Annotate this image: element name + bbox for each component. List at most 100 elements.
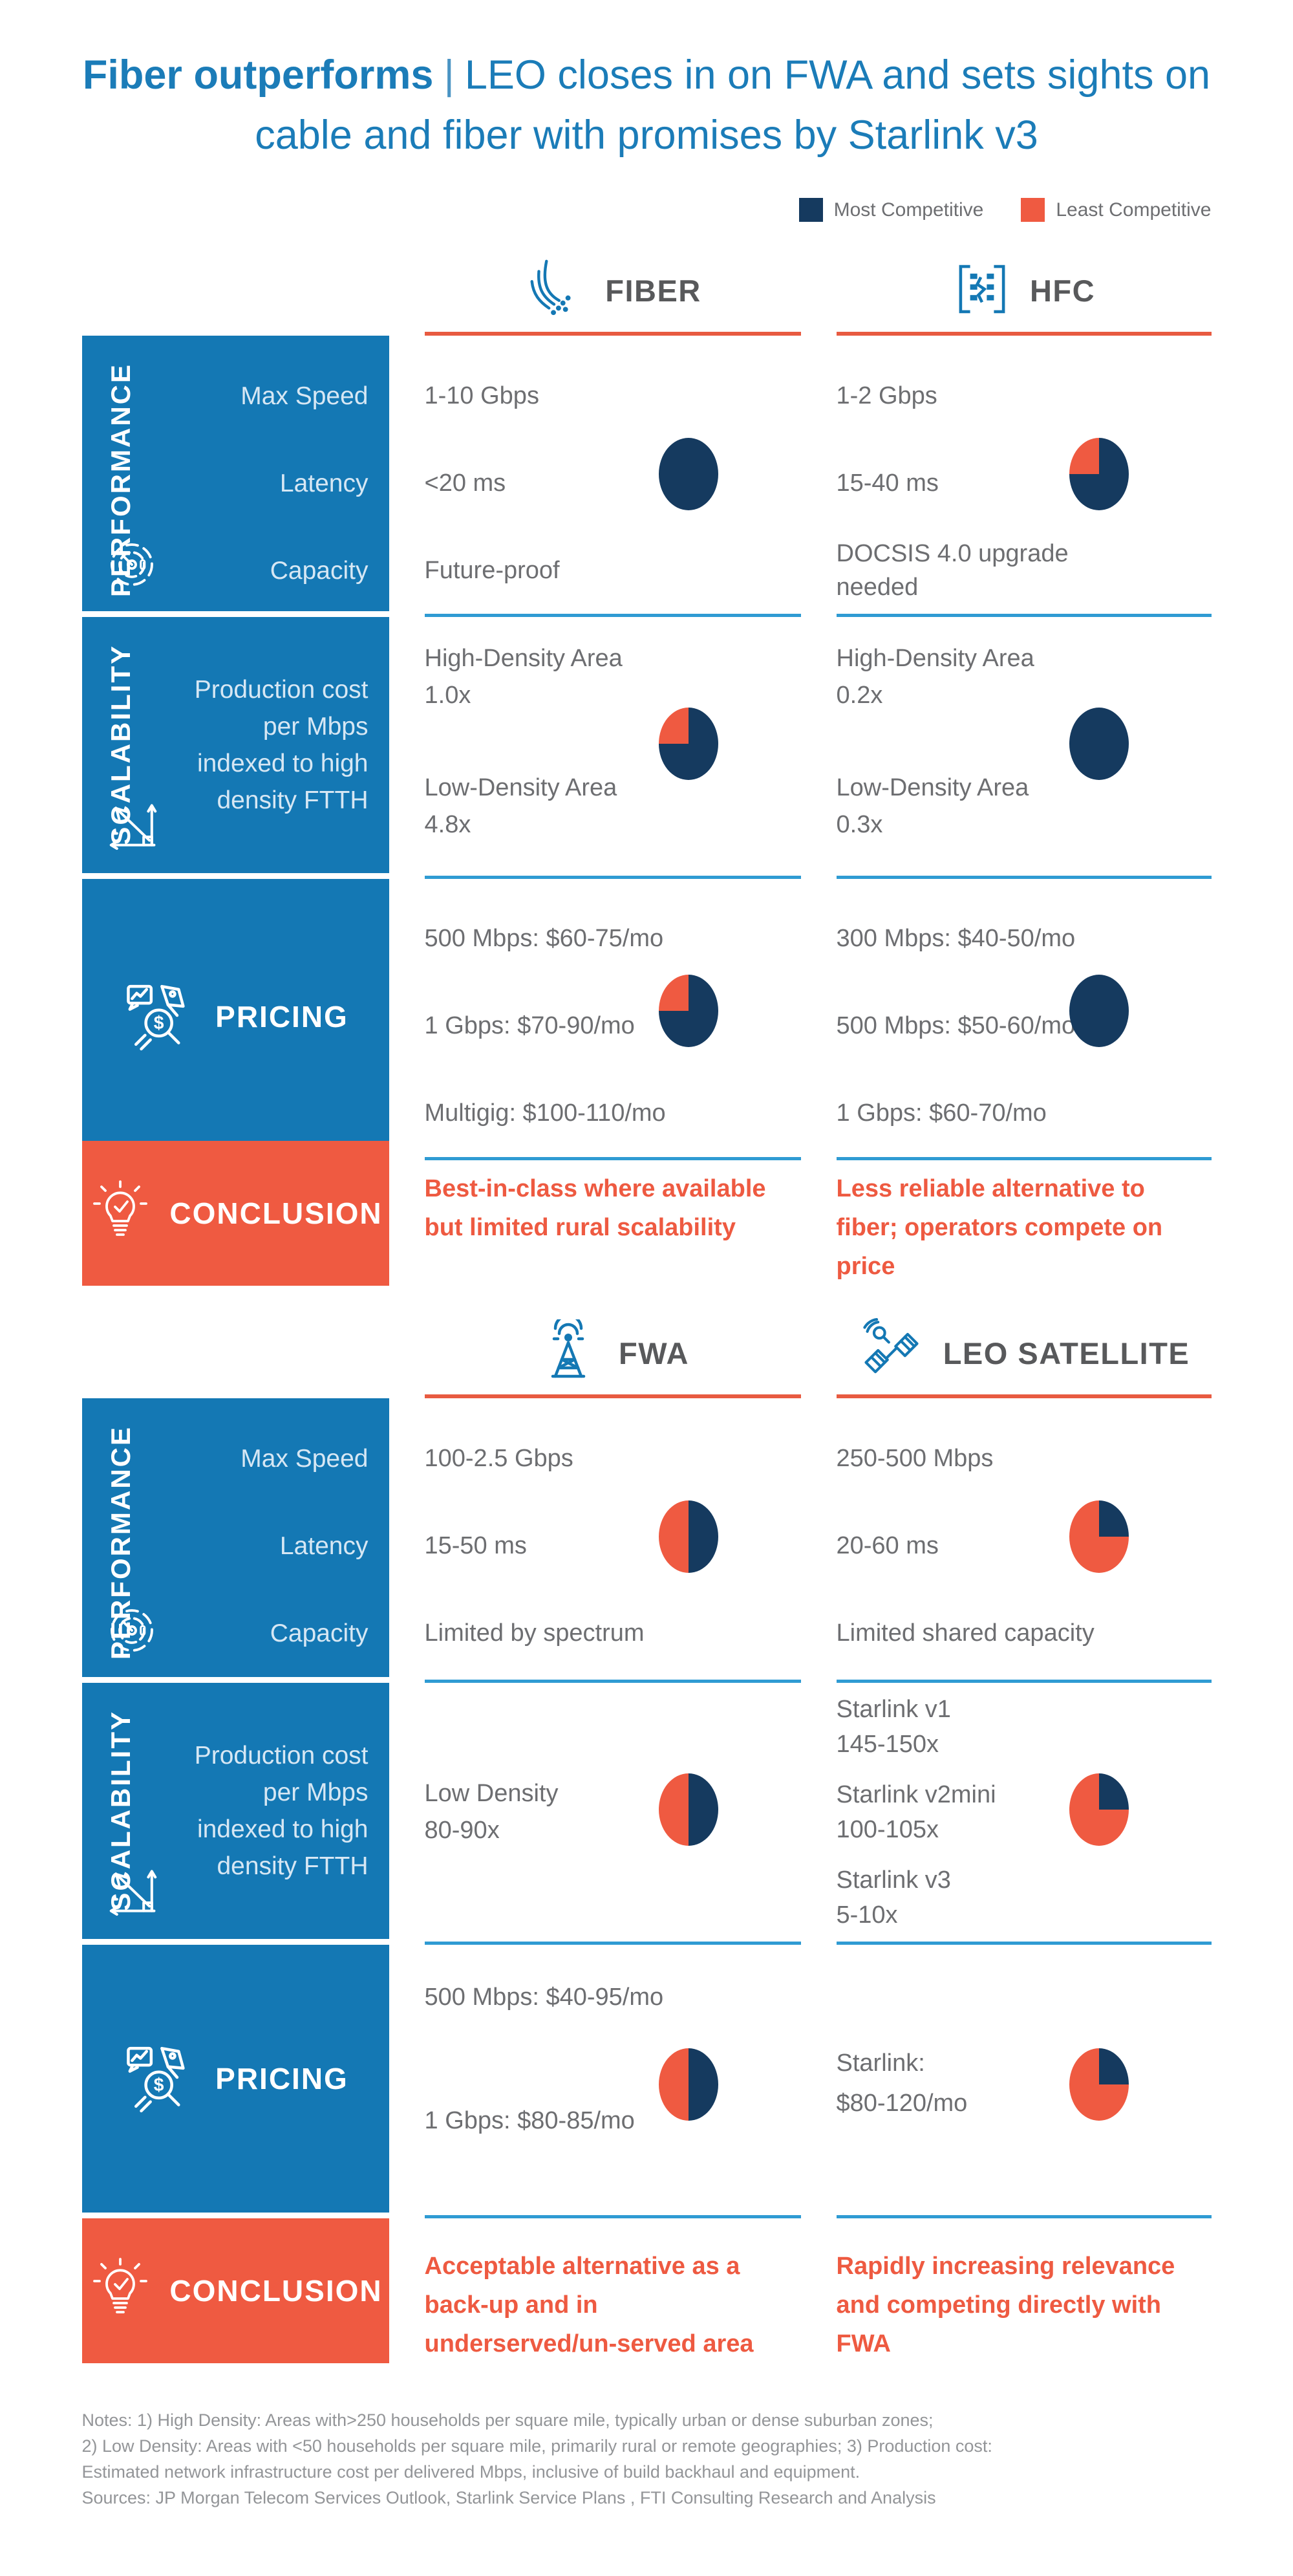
conclusion-sidebar-content: CONCLUSION [82,2218,389,2363]
fwa-pricing-cell: 500 Mbps: $40-95/mo 1 Gbps: $80-85/mo [424,1945,801,2218]
competitiveness-pie [1069,2048,1129,2121]
hfc-pricing-cell: 300 Mbps: $40-50/mo 500 Mbps: $50-60/mo … [836,879,1212,1160]
column-title: FWA [619,1336,689,1370]
scalability-item: Low Density 80-90x [424,1780,559,1844]
competitiveness-pie [1069,975,1129,1047]
pricing-row: Multigig: $100-110/mo [424,1099,666,1127]
row-label-latency: Latency [279,1532,369,1560]
pricing-row: 1 Gbps: $80-85/mo [424,2107,635,2134]
price-tag-icon: $ [122,2039,198,2119]
lightbulb-icon [88,2257,153,2325]
scalability-item: High-Density Area 0.2x [836,645,1034,709]
fwa-performance-cell: 100-2.5 Gbps 15-50 ms Limited by spectru… [424,1398,801,1683]
growth-chart-icon [104,1862,162,1923]
least-competitive-swatch [1021,198,1045,222]
pricing-sidebar-content: $ PRICING [82,879,389,1154]
sidebar-scalability: SCALABILITY Production cost per Mbps ind… [81,617,389,873]
legend-label: Least Competitive [1056,199,1212,221]
pricing-row: 1 Gbps: $70-90/mo [424,1012,635,1039]
section-label-pricing: PRICING [215,1000,348,1034]
scalability-item: Starlink v1 145-150x [836,1696,951,1758]
pricing-row: 500 Mbps: $60-75/mo [424,925,664,952]
hfc-latency: 15-40 ms [836,469,939,497]
speedometer-icon [104,1603,160,1661]
competitiveness-pie [658,438,718,510]
table2-header: FWA LEO SATEL [82,1314,1212,1398]
row-label-latency: Latency [279,469,369,497]
note-line: Notes: 1) High Density: Areas with>250 h… [81,2410,934,2430]
row-label-max-speed: Max Speed [240,382,369,410]
scalability-item: Starlink v3 5-10x [836,1867,951,1929]
sidebar-scalability: SCALABILITY Production cost per Mbps ind… [81,1683,389,1939]
hfc-scalability-cell: High-Density Area 0.2x Low-Density Area … [836,617,1212,879]
pricing-row: 1 Gbps: $60-70/mo [836,1099,1047,1127]
competitiveness-pie [658,1773,718,1846]
row-label-production-cost: Production cost per Mbps indexed to high… [194,1742,369,1880]
column-title: LEO SATELLITE [943,1336,1190,1370]
fwa-max-speed: 100-2.5 Gbps [424,1444,573,1472]
competitiveness-pie [1069,708,1129,780]
table2-pricing-band: $ PRICING 500 Mbps: $40-95/mo 1 Gbps: $8… [81,1945,1212,2218]
note-line: 2) Low Density: Areas with <50 household… [81,2436,992,2456]
svg-text:$: $ [154,1013,164,1034]
fwa-conclusion-cell: Acceptable alternative as a back-up and … [425,2218,801,2363]
conclusion-sidebar-content: CONCLUSION [82,1141,389,1286]
fiber-conclusion-cell: Best-in-class where available but limite… [425,1141,801,1286]
hfc-conclusion-cell: Less reliable alternative to fiber; oper… [837,1141,1212,1286]
scalability-item: Low-Density Area 4.8x [424,774,617,838]
growth-chart-icon [104,796,162,858]
hfc-max-speed: 1-2 Gbps [836,382,937,409]
scalability-item: High-Density Area 1.0x [424,645,623,709]
scalability-item: Low-Density Area 0.3x [836,774,1029,838]
table1-pricing-band: $ PRICING 500 Mbps: $60-75/mo 1 Gbps: $7… [81,879,1212,1160]
note-line: Estimated network infrastructure cost pe… [81,2462,860,2482]
competitiveness-pie [658,975,718,1047]
speedometer-icon [104,537,160,596]
table2-conclusion-band: CONCLUSION Acceptable alternative as a b… [81,2218,1212,2363]
competitiveness-pie [1069,438,1129,510]
radio-tower-icon [536,1314,601,1387]
sidebar-pricing: $ PRICING [81,879,389,1154]
performance-row-labels: Max Speed Latency Capacity [240,352,368,614]
fwa-capacity: Limited by spectrum [424,1619,645,1647]
row-label-production-cost: Production cost per Mbps indexed to high… [194,676,369,814]
fwa-latency: 15-50 ms [424,1532,527,1559]
hfc-performance-cell: 1-2 Gbps 15-40 ms DOCSIS 4.0 upgrade nee… [836,336,1212,617]
header-spacer [82,1321,389,1398]
leo-capacity: Limited shared capacity [836,1619,1095,1647]
svg-text:$: $ [154,2075,164,2095]
leo-satellite-column-header: LEO SATELLITE [836,1317,1212,1398]
competitiveness-pie [658,2048,718,2121]
pricing-row: Starlink: $80-120/mo [836,2050,968,2117]
legend-least-competitive: Least Competitive [1021,198,1212,222]
sidebar-conclusion: CONCLUSION [81,1141,389,1286]
section-label-pricing: PRICING [215,2062,348,2095]
page-title: Fiber outperforms | LEO closes in on FWA a… [71,0,1222,166]
conclusion-text: Acceptable alternative as a back-up and … [424,2253,754,2357]
competitiveness-pie [658,708,718,780]
footnotes: Notes: 1) High Density: Areas with>250 h… [82,2407,1212,2511]
pricing-row: 500 Mbps: $50-60/mo [836,1012,1076,1039]
fiber-pricing-cell: 500 Mbps: $60-75/mo 1 Gbps: $70-90/mo Mu… [424,879,801,1160]
competitiveness-pie [658,1500,718,1573]
table2-scalability-band: SCALABILITY Production cost per Mbps ind… [81,1683,1212,1945]
section-label-conclusion: CONCLUSION [169,2274,383,2308]
leo-scalability-cell: Starlink v1 145-150x Starlink v2mini 100… [836,1683,1212,1945]
pricing-sidebar-content: $ PRICING [82,1945,389,2213]
satellite-icon [858,1317,925,1389]
price-tag-icon: $ [122,977,198,1057]
fwa-column-header: FWA [424,1314,801,1398]
sidebar-performance: PERFORMANCE Max Speed Latency Capacity [81,1398,389,1677]
most-competitive-swatch [798,198,823,222]
scalability-item: Starlink v2mini 100-105x [836,1781,996,1843]
leo-latency: 20-60 ms [836,1532,939,1559]
note-line: Sources: JP Morgan Telecom Services Outl… [81,2488,936,2507]
table1-performance-band: PERFORMANCE Max Speed Latency Capacity [81,336,1212,617]
leo-conclusion-cell: Rapidly increasing relevance and competi… [837,2218,1212,2363]
legend: Most Competitive Least Competitive [82,198,1212,222]
header-spacer [82,258,389,336]
legend-most-competitive: Most Competitive [798,198,983,222]
leo-performance-cell: 250-500 Mbps 20-60 ms Limited shared cap… [836,1398,1212,1683]
title-rest: LEO closes in on FWA and sets sights on … [255,52,1211,158]
conclusion-text: Rapidly increasing relevance and competi… [836,2253,1175,2357]
